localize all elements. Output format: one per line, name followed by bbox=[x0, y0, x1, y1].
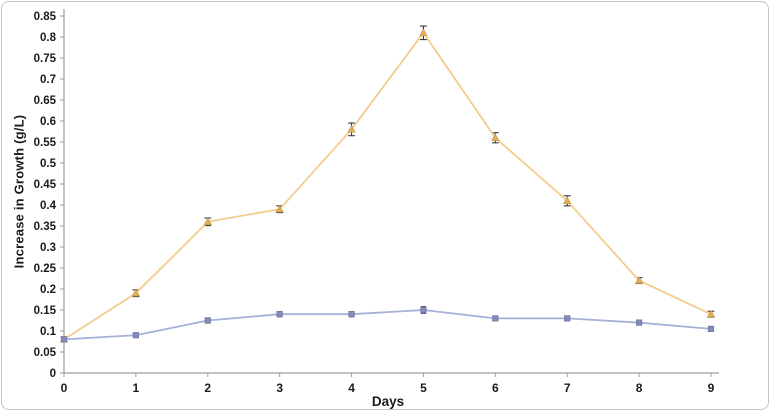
data-point-marker bbox=[420, 306, 427, 314]
data-point-marker bbox=[204, 317, 211, 324]
data-point-marker bbox=[419, 28, 428, 36]
y-tick-label: 0 bbox=[50, 368, 56, 380]
x-tick-label: 3 bbox=[276, 381, 283, 395]
data-point-marker bbox=[132, 332, 139, 339]
y-tick-label: 0.3 bbox=[40, 242, 56, 254]
y-tick-label: 0.4 bbox=[40, 200, 57, 212]
data-point-marker bbox=[348, 311, 355, 318]
y-tick-label: 0.35 bbox=[34, 221, 57, 233]
data-point-marker bbox=[60, 336, 68, 343]
y-tick-label: 0.2 bbox=[40, 284, 56, 296]
data-point-marker bbox=[636, 319, 643, 326]
y-tick-label: 0.45 bbox=[34, 179, 57, 191]
y-tick-label: 0.1 bbox=[40, 326, 57, 338]
data-point-marker bbox=[276, 311, 283, 318]
data-point-marker bbox=[275, 204, 284, 213]
data-point-marker bbox=[634, 276, 644, 284]
data-point-marker bbox=[564, 315, 571, 322]
x-tick-label: 9 bbox=[708, 381, 715, 395]
data-point-marker bbox=[707, 325, 715, 333]
y-tick-label: 0.7 bbox=[40, 74, 56, 86]
upper-growth-series-line bbox=[63, 31, 712, 341]
x-axis-title: Days bbox=[371, 394, 405, 409]
data-point-marker bbox=[347, 125, 356, 133]
y-tick-label: 0.55 bbox=[34, 137, 57, 149]
x-tick-label: 4 bbox=[348, 381, 355, 395]
data-point-marker bbox=[706, 309, 716, 318]
lower-growth-series-line bbox=[63, 309, 712, 341]
data-point-marker bbox=[131, 288, 141, 297]
data-point-marker bbox=[563, 196, 572, 204]
data-point-marker bbox=[492, 315, 499, 322]
x-tick-label: 5 bbox=[420, 381, 427, 395]
x-tick-label: 8 bbox=[636, 381, 643, 395]
x-tick-label: 1 bbox=[133, 381, 140, 395]
x-tick-label: 0 bbox=[61, 381, 68, 395]
y-axis-title: Increase in Growth (g/L) bbox=[11, 114, 27, 269]
data-point-marker bbox=[203, 217, 212, 225]
y-tick-label: 0.05 bbox=[34, 347, 57, 359]
x-tick-label: 6 bbox=[492, 381, 499, 395]
y-tick-label: 0.25 bbox=[34, 263, 57, 275]
data-point-marker bbox=[491, 133, 500, 141]
y-tick-label: 0.75 bbox=[34, 53, 57, 65]
x-tick-label: 7 bbox=[564, 381, 571, 395]
y-tick-label: 0.65 bbox=[34, 95, 57, 107]
y-tick-label: 0.5 bbox=[40, 158, 57, 170]
y-tick-label: 0.6 bbox=[40, 116, 56, 128]
x-tick-label: 2 bbox=[204, 381, 211, 395]
y-tick-label: 0.85 bbox=[34, 11, 57, 23]
y-tick-label: 0.15 bbox=[34, 305, 57, 317]
y-tick-label: 0.8 bbox=[40, 32, 57, 44]
